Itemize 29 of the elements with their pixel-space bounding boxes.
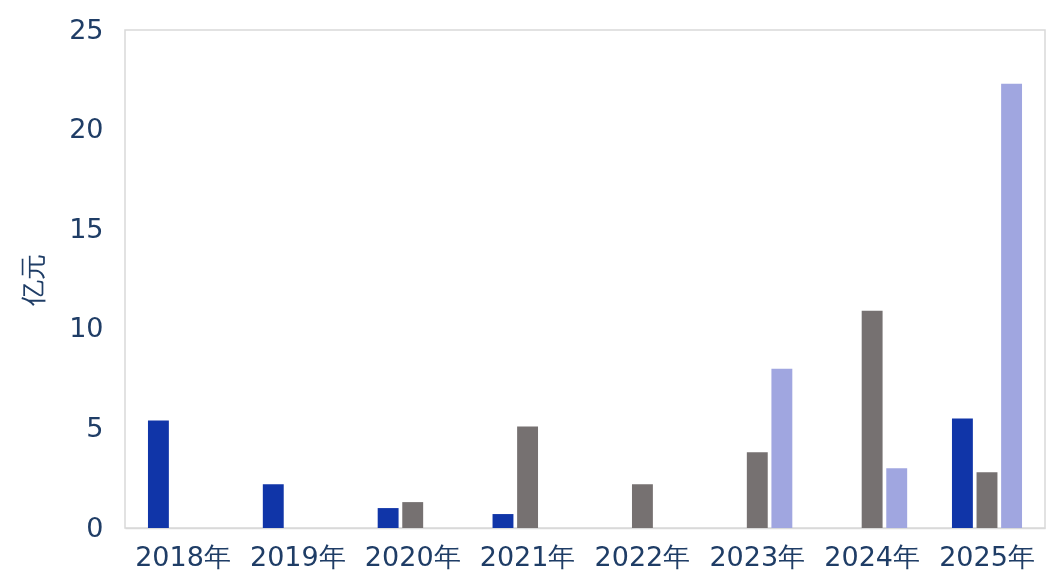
y-tick-label: 20 [69,113,104,145]
x-tick-label: 2025年 [939,540,1035,572]
bar [402,502,424,528]
bar [517,426,539,528]
bar [886,468,908,528]
y-tick-label: 0 [86,511,104,543]
bar [631,484,653,528]
x-tick-label: 2020年 [364,540,461,572]
y-tick-label: 15 [69,212,104,244]
bar [262,484,284,528]
bar [771,368,793,528]
x-tick-label: 2024年 [824,540,920,572]
y-tick-label: 25 [69,13,104,45]
y-axis-title: 亿元 [18,253,49,307]
x-tick-label: 2019年 [250,540,346,572]
x-tick-label: 2022年 [594,540,691,572]
bar [951,418,973,528]
x-tick-label: 2018年 [135,540,231,572]
bar [861,310,883,528]
y-tick-label: 5 [86,411,104,443]
bar [377,508,399,528]
bar [147,420,169,528]
bar [492,514,514,528]
bar [976,472,998,528]
bar [1001,83,1023,528]
y-tick-label: 10 [69,312,104,344]
x-tick-label: 2023年 [709,540,806,572]
bar [746,452,768,528]
x-tick-label: 2021年 [479,540,576,572]
